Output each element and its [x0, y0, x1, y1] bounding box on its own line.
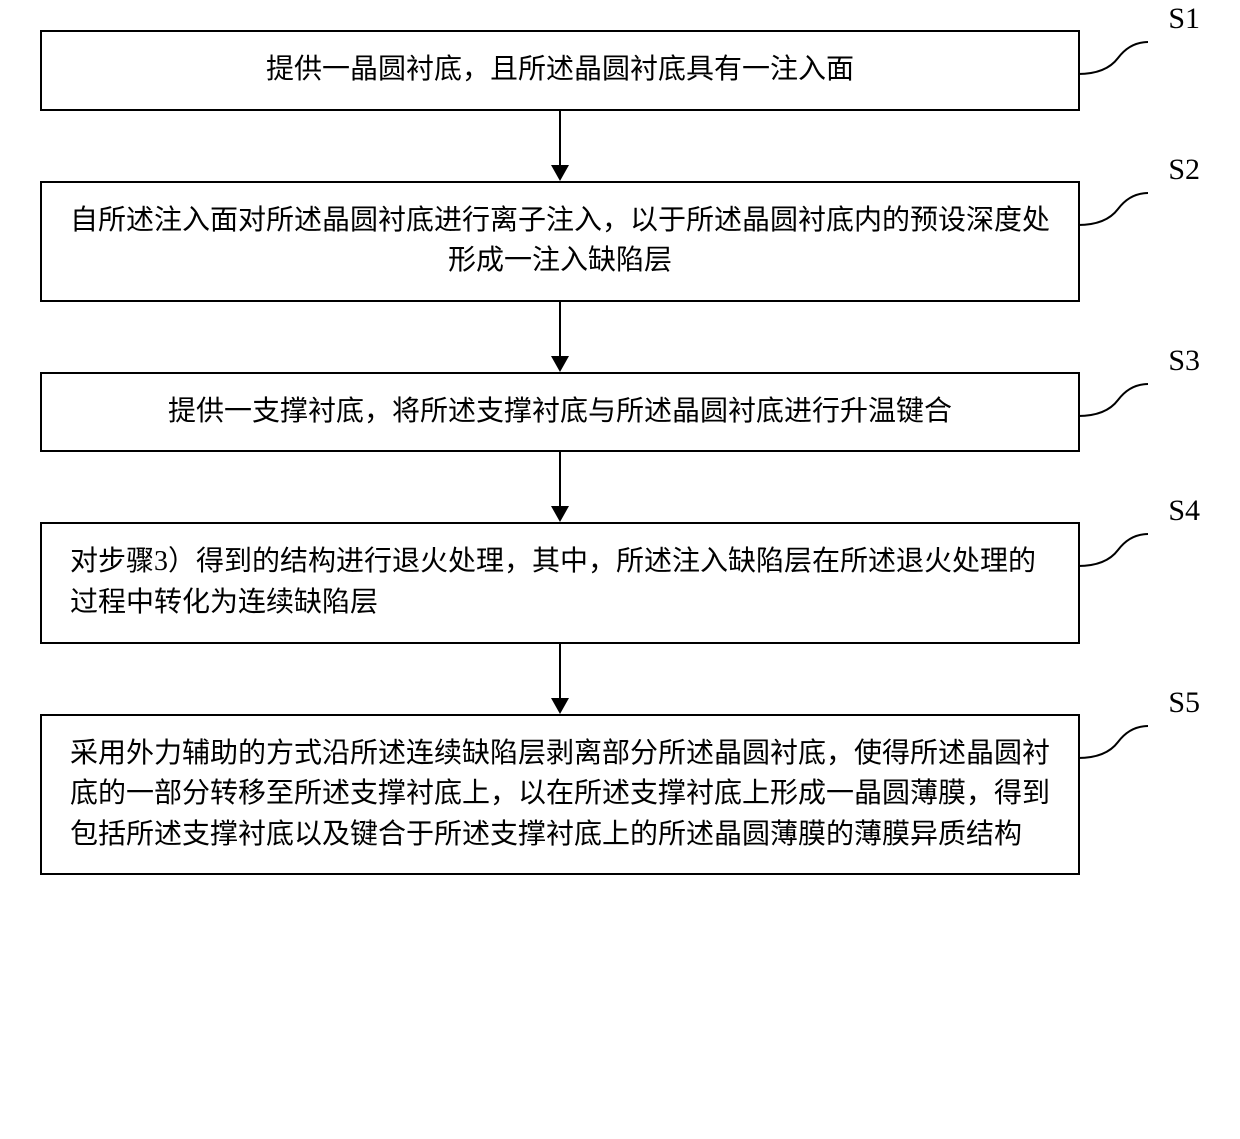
- step-label-s3: S3: [1168, 344, 1200, 378]
- arrow-s3-s4: [551, 452, 569, 522]
- step-label-s2: S2: [1168, 153, 1200, 187]
- step-box-s3: 提供一支撑衬底，将所述支撑衬底与所述晶圆衬底进行升温键合: [40, 372, 1080, 453]
- step-label-s1: S1: [1168, 2, 1200, 36]
- label-connector-icon: [1078, 528, 1148, 572]
- label-connector-icon: [1078, 378, 1148, 422]
- step-row-s3: 提供一支撑衬底，将所述支撑衬底与所述晶圆衬底进行升温键合 S3: [40, 372, 1200, 453]
- label-wrap-s2: S2: [1080, 181, 1200, 302]
- label-wrap-s1: S1: [1080, 30, 1200, 111]
- arrow-s4-s5: [551, 644, 569, 714]
- arrow-head-icon: [551, 698, 569, 714]
- step-text: 自所述注入面对所述晶圆衬底进行离子注入，以于所述晶圆衬底内的预设深度处形成一注入…: [70, 205, 1050, 277]
- step-row-s1: 提供一晶圆衬底，且所述晶圆衬底具有一注入面 S1: [40, 30, 1200, 111]
- step-label-s4: S4: [1168, 494, 1200, 528]
- label-connector-icon: [1078, 720, 1148, 764]
- step-text: 提供一支撑衬底，将所述支撑衬底与所述晶圆衬底进行升温键合: [168, 396, 952, 427]
- label-connector-icon: [1078, 36, 1148, 80]
- step-text: 采用外力辅助的方式沿所述连续缺陷层剥离部分所述晶圆衬底，使得所述晶圆衬底的一部分…: [70, 738, 1050, 850]
- label-wrap-s4: S4: [1080, 522, 1200, 643]
- arrow-line: [559, 644, 561, 698]
- arrow-head-icon: [551, 506, 569, 522]
- arrow-s2-s3: [551, 302, 569, 372]
- step-row-s5: 采用外力辅助的方式沿所述连续缺陷层剥离部分所述晶圆衬底，使得所述晶圆衬底的一部分…: [40, 714, 1200, 876]
- arrow-line: [559, 302, 561, 356]
- label-wrap-s3: S3: [1080, 372, 1200, 453]
- flowchart-container: 提供一晶圆衬底，且所述晶圆衬底具有一注入面 S1 自所述注入面对所述晶圆衬底进行…: [40, 30, 1200, 875]
- step-label-s5: S5: [1168, 686, 1200, 720]
- step-text: 对步骤3）得到的结构进行退火处理，其中，所述注入缺陷层在所述退火处理的过程中转化…: [70, 546, 1036, 618]
- arrow-head-icon: [551, 356, 569, 372]
- step-box-s4: 对步骤3）得到的结构进行退火处理，其中，所述注入缺陷层在所述退火处理的过程中转化…: [40, 522, 1080, 643]
- step-text: 提供一晶圆衬底，且所述晶圆衬底具有一注入面: [266, 54, 854, 85]
- label-wrap-s5: S5: [1080, 714, 1200, 876]
- step-row-s2: 自所述注入面对所述晶圆衬底进行离子注入，以于所述晶圆衬底内的预设深度处形成一注入…: [40, 181, 1200, 302]
- arrow-line: [559, 111, 561, 165]
- arrow-head-icon: [551, 165, 569, 181]
- step-row-s4: 对步骤3）得到的结构进行退火处理，其中，所述注入缺陷层在所述退火处理的过程中转化…: [40, 522, 1200, 643]
- arrow-line: [559, 452, 561, 506]
- step-box-s2: 自所述注入面对所述晶圆衬底进行离子注入，以于所述晶圆衬底内的预设深度处形成一注入…: [40, 181, 1080, 302]
- step-box-s1: 提供一晶圆衬底，且所述晶圆衬底具有一注入面: [40, 30, 1080, 111]
- label-connector-icon: [1078, 187, 1148, 231]
- step-box-s5: 采用外力辅助的方式沿所述连续缺陷层剥离部分所述晶圆衬底，使得所述晶圆衬底的一部分…: [40, 714, 1080, 876]
- arrow-s1-s2: [551, 111, 569, 181]
